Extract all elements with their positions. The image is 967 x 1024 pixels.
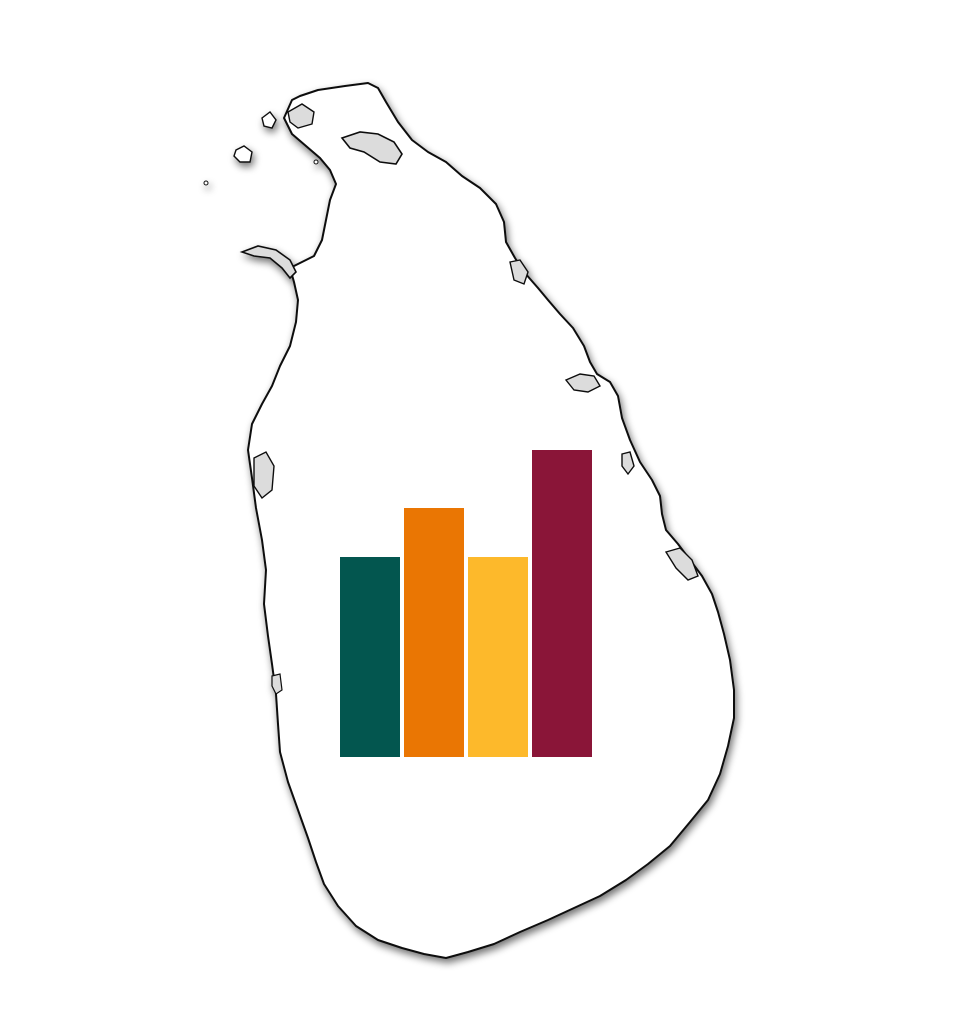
islet-dot-2 (313, 159, 319, 165)
bar-chart (340, 450, 592, 757)
south-lagoon (271, 673, 283, 695)
islet-2 (261, 111, 277, 129)
puttalam-spit (239, 245, 297, 280)
west-lagoon (253, 451, 275, 500)
trinco-bay (564, 373, 601, 393)
islet-dot (203, 180, 209, 186)
orange-bar (404, 508, 464, 757)
jaffna-lagoon (340, 131, 403, 165)
northeast-lagoon (509, 259, 529, 285)
north-lagoon-small (287, 103, 315, 129)
islet-1 (233, 145, 253, 163)
green-bar (340, 557, 400, 757)
east-lagoon-1 (621, 451, 635, 476)
sri-lanka-map (203, 82, 735, 959)
east-lagoon-2 (664, 547, 699, 581)
maroon-bar (532, 450, 592, 757)
island-outline (247, 82, 735, 959)
yellow-bar (468, 557, 528, 757)
